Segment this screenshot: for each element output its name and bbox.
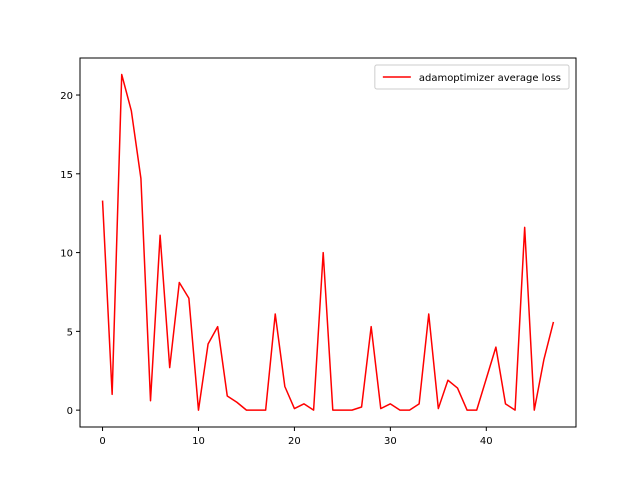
- series-group: [101, 73, 555, 411]
- legend: adamoptimizer average loss: [374, 64, 570, 90]
- x-tick-label: 20: [288, 436, 301, 447]
- x-tick-label: 40: [480, 436, 493, 447]
- y-tick-label: 10: [60, 249, 73, 260]
- y-tick-label: 5: [67, 327, 73, 338]
- series-line: [101, 73, 555, 411]
- y-tick-label: 15: [60, 170, 73, 181]
- legend-box: [374, 64, 570, 90]
- x-tick-label: 10: [192, 436, 205, 447]
- y-tick-label: 20: [60, 91, 73, 102]
- x-tick-label: 0: [99, 436, 105, 447]
- axis-ticks: 0 10 20 30 40 0 5 10 15 20: [60, 91, 492, 447]
- legend-label: adamoptimizer average loss: [419, 73, 561, 84]
- x-tick-label: 30: [384, 436, 397, 447]
- plot-area: [79, 57, 577, 428]
- y-tick-label: 0: [67, 406, 73, 417]
